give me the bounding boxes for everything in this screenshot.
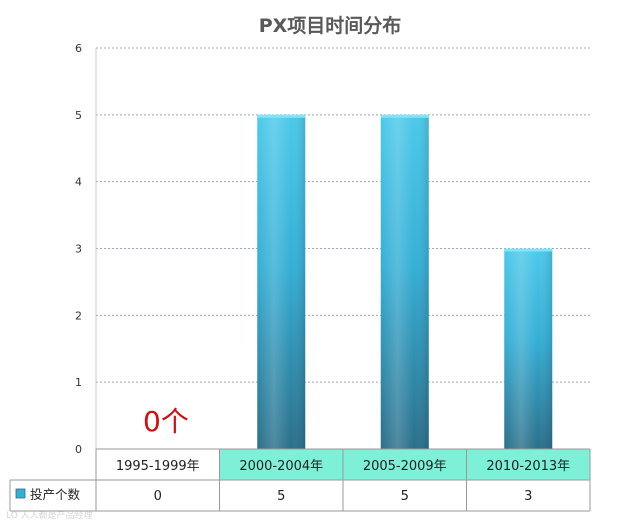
y-tick-label: 4 xyxy=(75,176,82,189)
bar-group xyxy=(380,114,429,449)
category-label: 2000-2004年 xyxy=(239,459,323,474)
data-cell-value: 5 xyxy=(401,489,409,504)
data-cell-value: 5 xyxy=(277,489,285,504)
bar-group xyxy=(257,114,306,449)
series-label: 投产个数 xyxy=(30,487,81,502)
legend-swatch xyxy=(15,488,26,499)
y-tick-label: 3 xyxy=(75,243,82,256)
bar-cap xyxy=(504,248,553,252)
bar-shine xyxy=(257,114,306,449)
bar-shine xyxy=(380,114,429,449)
bar-cap xyxy=(257,114,306,118)
y-tick-label: 1 xyxy=(75,376,82,389)
bars xyxy=(257,114,553,449)
bar-group xyxy=(504,248,553,449)
watermark-text: LO 人人都是产品经理 xyxy=(6,509,93,521)
data-cell-value: 3 xyxy=(524,489,532,504)
category-cell-highlight xyxy=(343,449,467,480)
category-cell-highlight xyxy=(219,449,343,480)
zero-count-annotation: 0个 xyxy=(143,405,189,438)
chart-title: PX项目时间分布 xyxy=(259,14,402,37)
y-tick-label: 0 xyxy=(75,443,82,456)
y-tick-label: 6 xyxy=(75,42,82,55)
y-tick-label: 5 xyxy=(75,109,82,122)
y-tick-label: 2 xyxy=(75,309,82,322)
category-cell-highlight xyxy=(466,449,590,480)
data-cell-value: 0 xyxy=(154,489,162,504)
data-table: 1995-1999年 0 2000-2004年 5 2005-2009年 5 2010-20… xyxy=(9,448,591,512)
bar-cap xyxy=(380,114,429,118)
bar-shine xyxy=(504,248,553,449)
category-label: 2005-2009年 xyxy=(363,459,447,474)
category-label: 1995-1999年 xyxy=(116,459,200,474)
watermark: LO 人人都是产品经理 xyxy=(6,509,93,521)
category-label: 2010-2013年 xyxy=(486,459,570,474)
